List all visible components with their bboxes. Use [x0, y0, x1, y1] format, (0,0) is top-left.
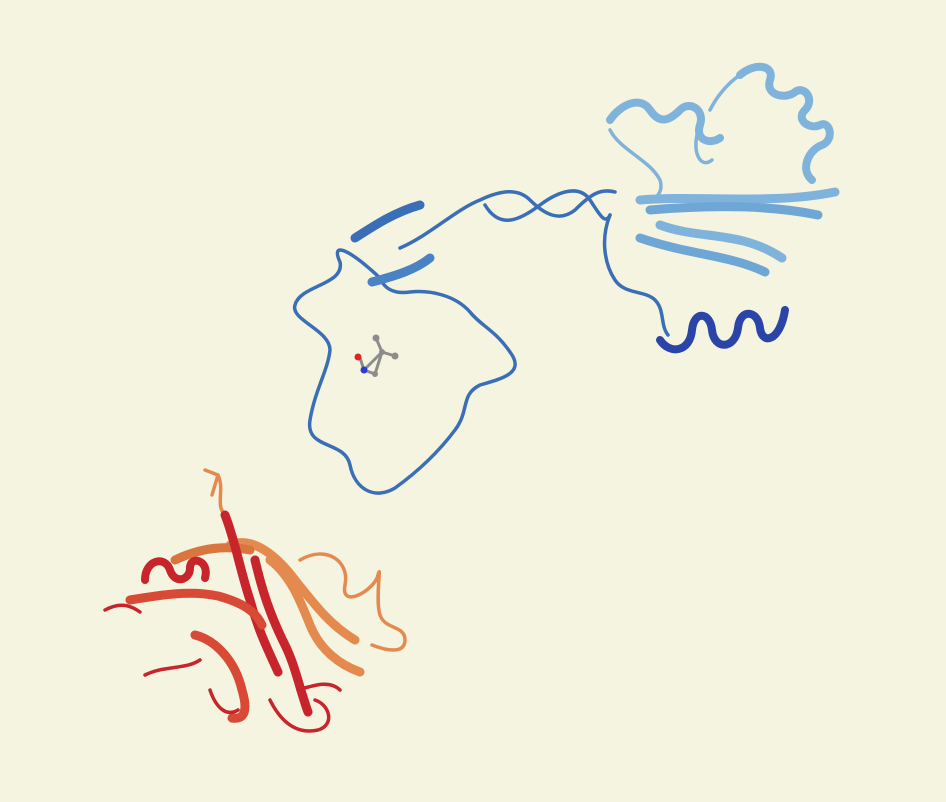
light-blue-strand-4: [635, 233, 770, 277]
light-blue-strand-1: [635, 187, 840, 205]
blue-linker-coil: [398, 189, 617, 250]
blue-helix-dark: [656, 306, 789, 354]
red-strand-4: [190, 630, 250, 723]
light-blue-helix-2: [606, 98, 724, 146]
orange-strand-2: [265, 555, 365, 677]
blue-chain: [293, 189, 789, 495]
blue-descend-coil: [602, 213, 670, 337]
red-coil: [103, 603, 342, 733]
red-helix: [141, 556, 210, 584]
blue-strand-2: [367, 253, 435, 287]
orange-strand-1: [225, 538, 360, 645]
blue-loop-coil: [293, 248, 517, 495]
blue-linker-coil-2: [483, 189, 612, 222]
ligand-carbon-atom: [372, 371, 378, 377]
red-orange-chain: [103, 468, 407, 733]
ligand-nitrogen-atom: [360, 366, 368, 374]
ligand-carbon-atom: [379, 349, 385, 355]
orange-strand-3: [170, 543, 255, 565]
light-blue-domain: [606, 62, 840, 277]
ligand-molecule: [354, 334, 399, 377]
light-blue-helix-1: [736, 62, 834, 184]
ligand-oxygen-atom: [354, 353, 362, 361]
blue-strand-1: [350, 200, 425, 243]
light-blue-strand-2: [645, 202, 823, 220]
red-strand-3: [125, 588, 267, 630]
light-blue-strand-3: [655, 220, 787, 263]
red-strand-1: [220, 510, 283, 677]
ligand-carbon-atom: [391, 352, 399, 360]
ligand-carbon-atom: [372, 334, 380, 342]
